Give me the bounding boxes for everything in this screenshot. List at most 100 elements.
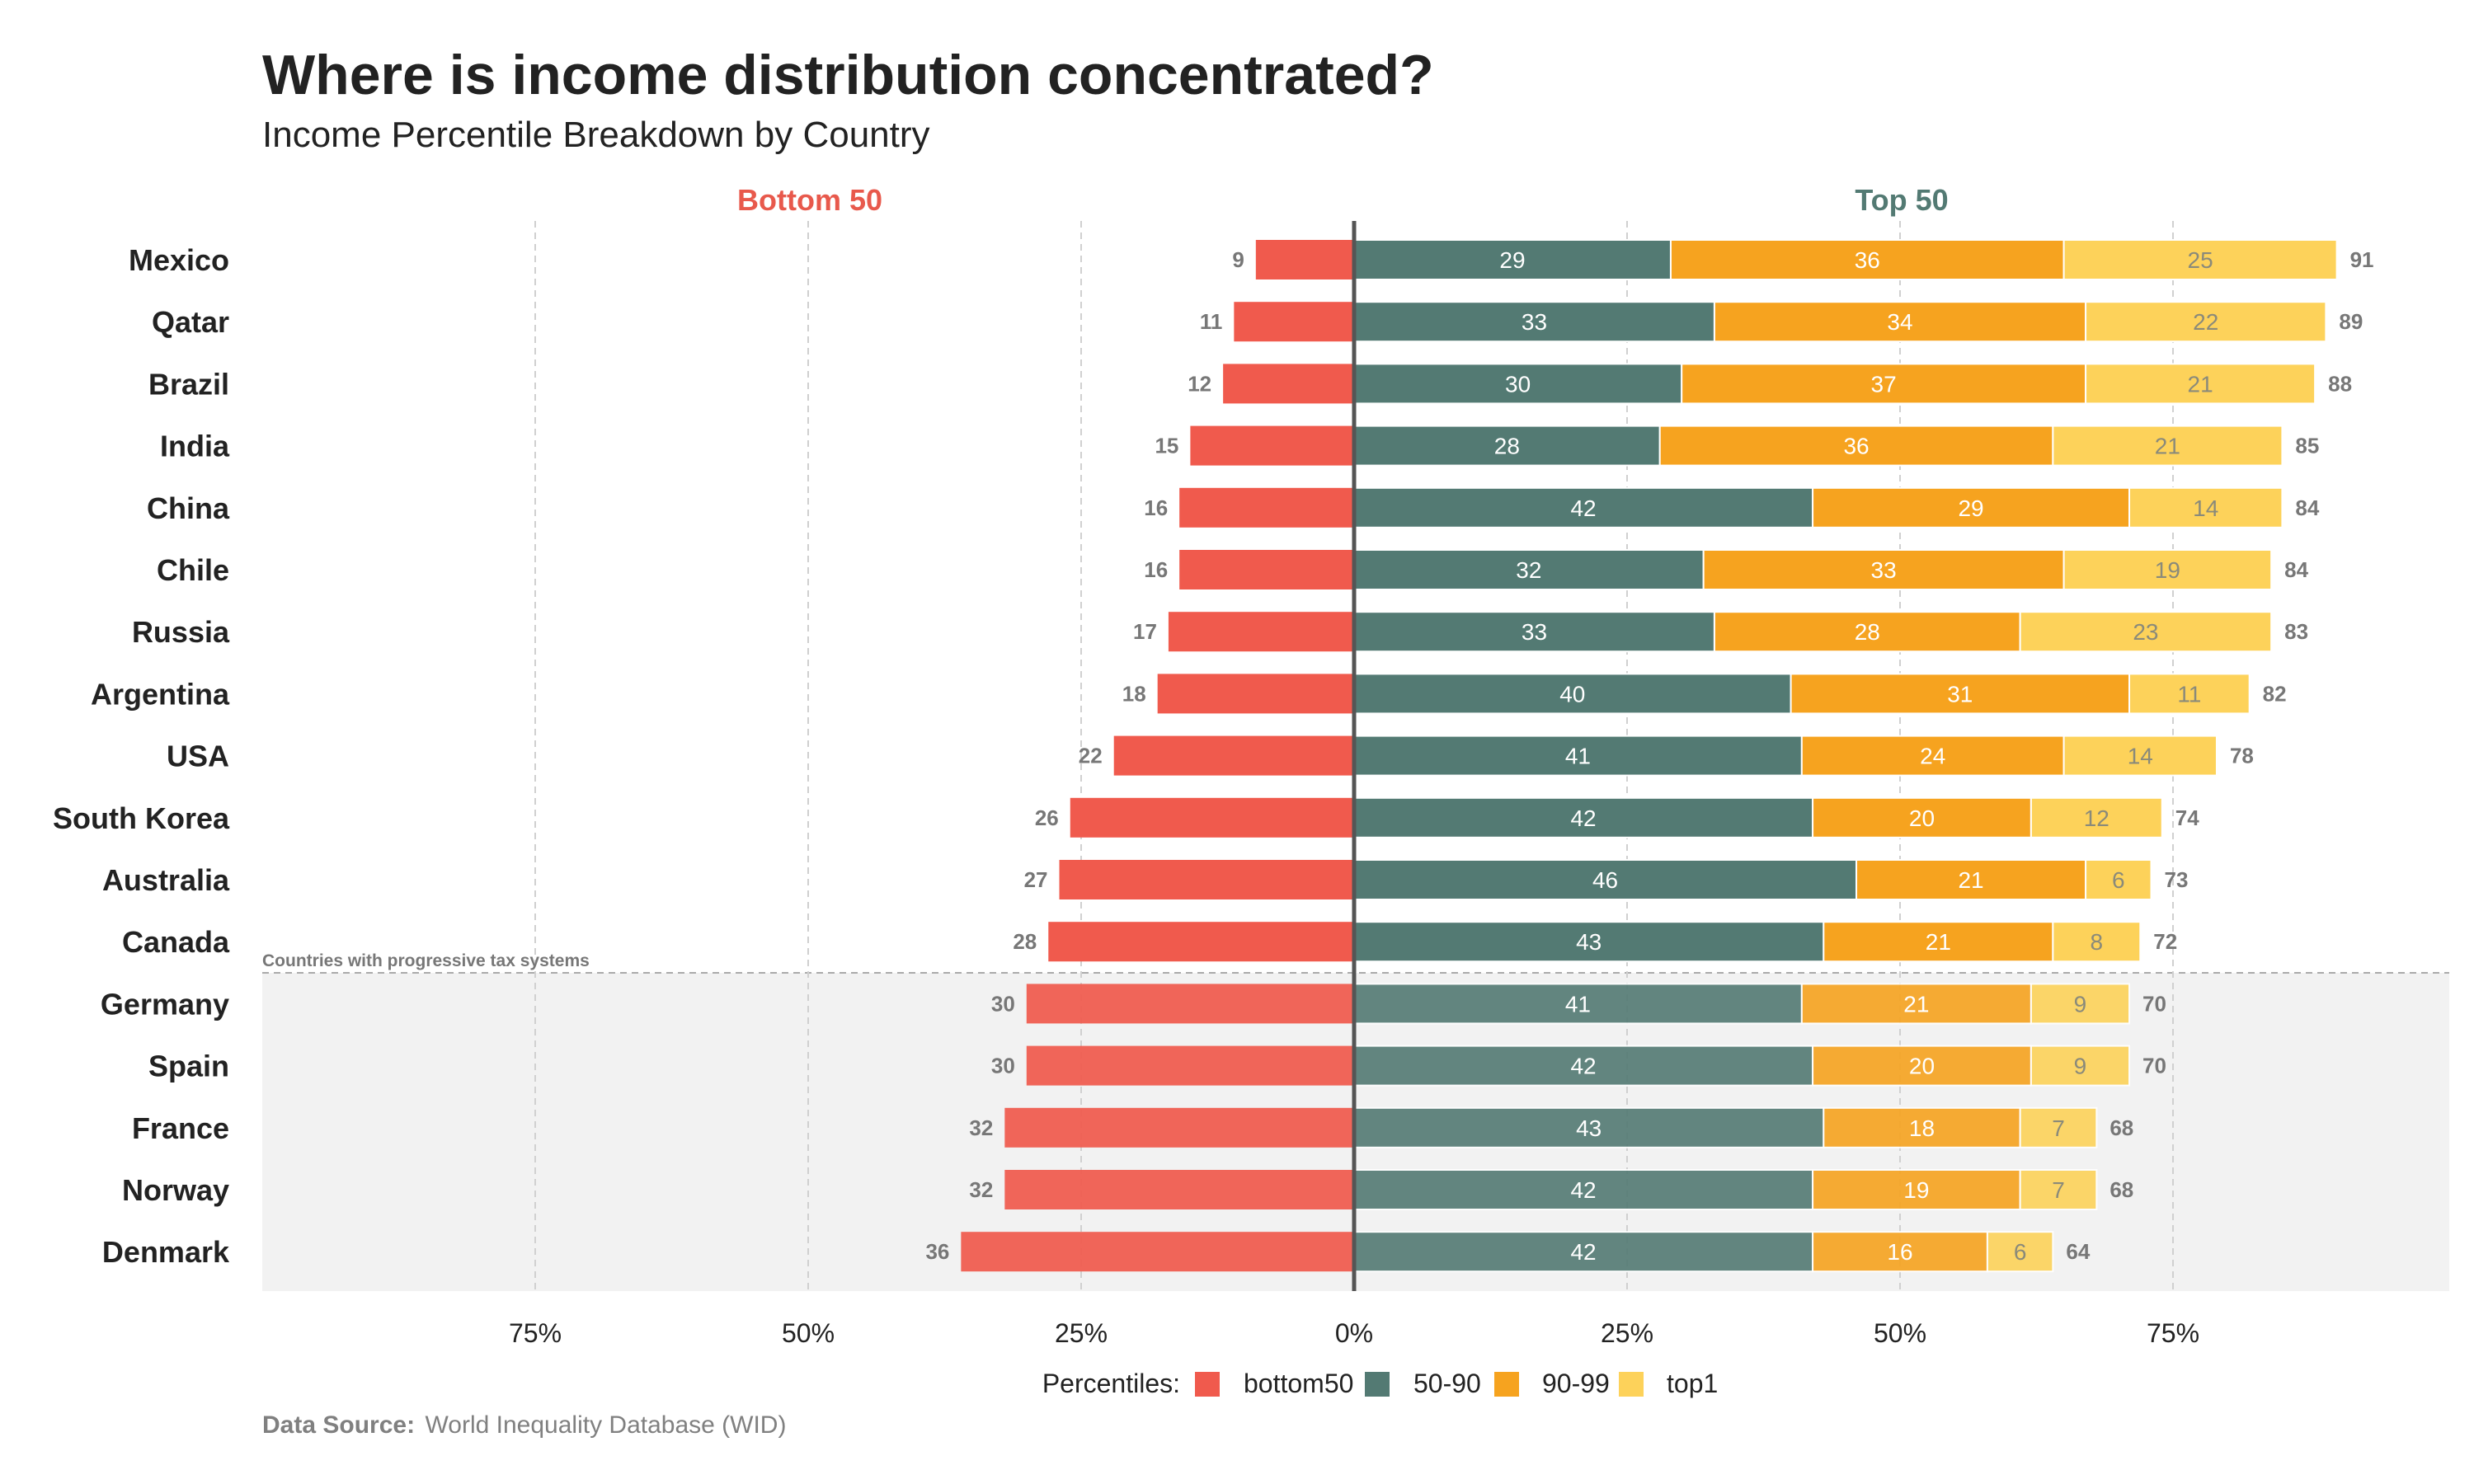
country-labels: Mexico Qatar Brazil India China Chile Russia Ar… [53, 243, 230, 1269]
country-label: Argentina [91, 677, 230, 711]
value-label-bottom50: 30 [991, 1054, 1015, 1078]
value-label-top50-total: 74 [2175, 805, 2199, 830]
country-label: France [132, 1111, 229, 1145]
legend-title: Percentiles: [1042, 1369, 1180, 1398]
x-tick-label: 0% [1335, 1318, 1373, 1348]
value-label-50-90: 28 [1494, 434, 1520, 459]
value-label-bottom50: 26 [1035, 805, 1059, 830]
bar-50-90 [1353, 239, 1672, 280]
x-tick-label: 25% [1601, 1318, 1653, 1348]
value-label-90-99: 16 [1887, 1239, 1912, 1265]
bar-top1 [2085, 301, 2327, 343]
country-label: China [147, 491, 230, 525]
value-label-50-90: 42 [1570, 1177, 1596, 1203]
value-label-bottom50: 22 [1079, 744, 1103, 768]
value-label-50-90: 33 [1522, 309, 1547, 335]
country-label: Norway [122, 1173, 229, 1207]
bar-top1 [2052, 921, 2142, 963]
bar-bottom50 [1026, 1045, 1354, 1086]
bar-90-99 [1790, 673, 2131, 715]
value-label-bottom50: 11 [1200, 309, 1223, 334]
value-label-top50-total: 89 [2339, 309, 2363, 334]
value-label-bottom50: 17 [1133, 619, 1157, 644]
bar-bottom50 [1255, 240, 1354, 279]
bar-bottom50 [1190, 425, 1354, 466]
country-label: India [160, 430, 230, 463]
value-label-bottom50: 28 [1013, 929, 1037, 954]
value-label-50-90: 46 [1592, 867, 1618, 893]
country-label: Denmark [102, 1235, 230, 1269]
value-label-top1: 22 [2193, 309, 2218, 335]
value-label-50-90: 41 [1565, 744, 1591, 769]
bar-bottom50 [1168, 612, 1354, 652]
bottom-50-label: Bottom 50 [737, 183, 882, 217]
value-label-50-90: 43 [1576, 929, 1602, 955]
country-label: Germany [101, 987, 229, 1021]
value-label-bottom50: 15 [1155, 434, 1178, 458]
country-label: Mexico [129, 243, 229, 277]
country-label: Chile [157, 553, 229, 587]
value-label-50-90: 41 [1565, 991, 1591, 1017]
value-label-top50-total: 64 [2066, 1239, 2090, 1264]
value-label-top50-total: 84 [2284, 557, 2308, 582]
bar-top1 [2128, 673, 2251, 715]
value-label-90-99: 33 [1871, 557, 1897, 583]
value-label-50-90: 32 [1516, 557, 1541, 583]
value-label-top50-total: 73 [2165, 867, 2189, 892]
chart-title: Where is income distribution concentrate… [262, 44, 1434, 106]
value-label-50-90: 43 [1576, 1115, 1602, 1141]
value-label-top1: 6 [2112, 867, 2125, 893]
legend: Percentiles: bottom50 50-90 90-99 top1 [1042, 1369, 1718, 1398]
bar-50-90 [1353, 673, 1792, 715]
country-label: South Korea [53, 801, 230, 835]
country-label: Qatar [152, 305, 229, 339]
value-label-top1: 21 [2155, 434, 2180, 459]
legend-label-90-99: 90-99 [1542, 1369, 1610, 1398]
bar-bottom50 [1004, 1107, 1354, 1148]
bar-90-99 [1812, 1231, 1988, 1273]
bar-bottom50 [1223, 364, 1354, 404]
country-label: Brazil [148, 367, 229, 401]
value-label-top1: 14 [2193, 495, 2218, 521]
bar-90-99 [1702, 549, 2065, 590]
legend-label-top1: top1 [1667, 1369, 1718, 1398]
bar-top1 [2052, 425, 2284, 467]
value-label-bottom50: 32 [969, 1115, 993, 1140]
value-label-top1: 23 [2133, 619, 2158, 645]
value-label-bottom50: 16 [1144, 495, 1168, 520]
value-label-top1: 14 [2128, 744, 2153, 769]
value-label-50-90: 42 [1570, 1239, 1596, 1265]
value-label-bottom50: 36 [925, 1239, 949, 1264]
bar-90-99 [1812, 1169, 2021, 1210]
value-label-top50-total: 88 [2328, 371, 2352, 396]
value-label-bottom50: 30 [991, 991, 1015, 1016]
value-label-top50-total: 83 [2284, 619, 2308, 644]
bar-bottom50 [1059, 860, 1354, 899]
value-label-50-90: 42 [1570, 1054, 1596, 1079]
value-label-top50-total: 70 [2142, 991, 2166, 1016]
value-label-top1: 7 [2052, 1115, 2065, 1141]
bar-top1 [2019, 1169, 2098, 1210]
bar-90-99 [1713, 301, 2087, 343]
bar-90-99 [1800, 735, 2065, 777]
legend-label-50-90: 50-90 [1413, 1369, 1481, 1398]
value-label-top1: 21 [2188, 371, 2213, 397]
value-label-50-90: 40 [1559, 681, 1585, 707]
legend-swatch-50-90 [1365, 1372, 1390, 1397]
value-label-90-99: 20 [1909, 805, 1935, 831]
top-50-label: Top 50 [1855, 183, 1948, 217]
value-label-top1: 6 [2014, 1239, 2027, 1265]
chart-subtitle: Income Percentile Breakdown by Country [262, 115, 930, 155]
bar-50-90 [1353, 363, 1683, 405]
value-label-90-99: 21 [1958, 867, 1983, 893]
value-label-90-99: 36 [1843, 434, 1869, 459]
x-tick-label: 50% [782, 1318, 835, 1348]
bar-top1 [2019, 1106, 2098, 1148]
bar-90-99 [1823, 921, 2054, 963]
bar-50-90 [1353, 486, 1814, 528]
x-tick-label: 50% [1874, 1318, 1926, 1348]
bar-bottom50 [1234, 302, 1354, 342]
value-label-top50-total: 91 [2350, 247, 2374, 272]
